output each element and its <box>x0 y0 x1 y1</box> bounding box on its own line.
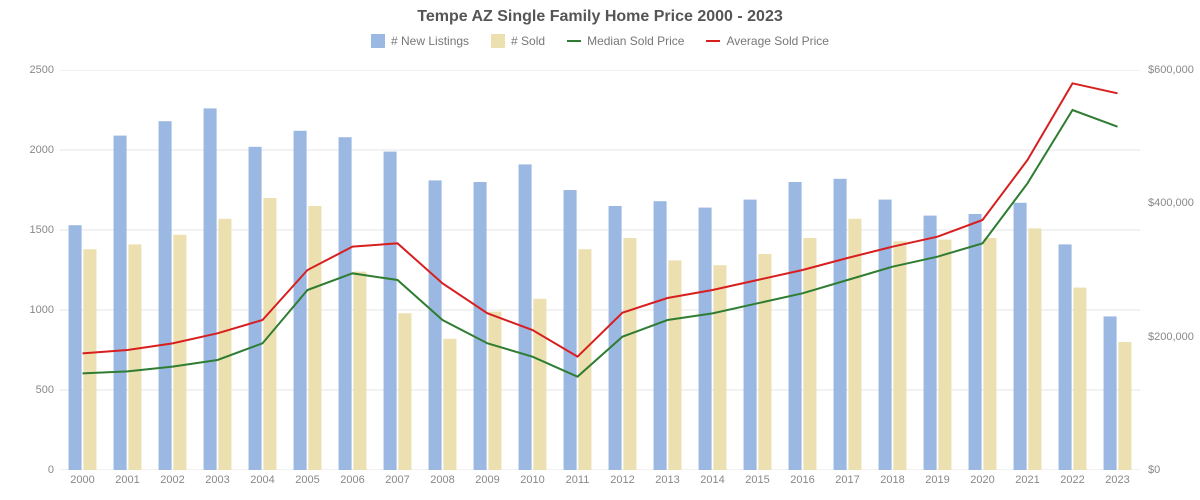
legend-item-average: Average Sold Price <box>706 34 829 48</box>
bar-new-listings <box>249 147 262 470</box>
y-right-tick: $400,000 <box>1148 197 1200 209</box>
bar-sold <box>83 249 96 470</box>
bar-sold <box>1028 228 1041 470</box>
bar-sold <box>353 272 366 470</box>
x-tick: 2011 <box>566 474 590 486</box>
y-left-tick: 2000 <box>4 144 54 156</box>
bar-new-listings <box>114 136 127 470</box>
x-tick: 2008 <box>430 474 454 486</box>
plot-area: 05001000150020002500$0$200,000$400,000$6… <box>60 70 1140 470</box>
bar-new-listings <box>699 208 712 470</box>
bar-new-listings <box>474 182 487 470</box>
x-tick: 2001 <box>115 474 139 486</box>
bar-sold <box>983 238 996 470</box>
x-tick: 2004 <box>250 474 274 486</box>
bar-sold <box>398 313 411 470</box>
bar-sold <box>938 240 951 470</box>
x-tick: 2019 <box>925 474 949 486</box>
x-tick: 2007 <box>385 474 409 486</box>
bar-new-listings <box>1104 316 1117 470</box>
bar-new-listings <box>429 180 442 470</box>
x-tick: 2016 <box>790 474 814 486</box>
x-tick: 2020 <box>970 474 994 486</box>
bar-sold <box>803 238 816 470</box>
x-tick: 2002 <box>160 474 184 486</box>
x-tick: 2023 <box>1105 474 1129 486</box>
bar-new-listings <box>339 137 352 470</box>
swatch-average <box>706 40 720 42</box>
x-tick: 2005 <box>295 474 319 486</box>
y-right-tick: $600,000 <box>1148 64 1200 76</box>
y-left-tick: 2500 <box>4 64 54 76</box>
y-right-tick: $200,000 <box>1148 331 1200 343</box>
bar-new-listings <box>204 108 217 470</box>
bar-sold <box>578 249 591 470</box>
bar-sold <box>1118 342 1131 470</box>
bar-new-listings <box>924 216 937 470</box>
bar-sold <box>308 206 321 470</box>
bar-sold <box>533 299 546 470</box>
legend-item-median: Median Sold Price <box>567 34 684 48</box>
bar-sold <box>893 241 906 470</box>
bar-new-listings <box>384 152 397 470</box>
legend-label-median: Median Sold Price <box>587 34 684 48</box>
x-tick: 2014 <box>700 474 724 486</box>
x-tick: 2021 <box>1015 474 1039 486</box>
x-tick: 2013 <box>655 474 679 486</box>
bar-new-listings <box>744 200 757 470</box>
bar-sold <box>218 219 231 470</box>
chart-svg <box>60 70 1140 470</box>
bar-sold <box>173 235 186 470</box>
bar-sold <box>128 244 141 470</box>
swatch-median <box>567 40 581 42</box>
line-average <box>83 83 1118 356</box>
y-left-tick: 500 <box>4 384 54 396</box>
x-tick: 2015 <box>745 474 769 486</box>
bar-sold <box>713 265 726 470</box>
bar-new-listings <box>969 214 982 470</box>
legend-item-sold: # Sold <box>491 34 545 48</box>
chart-container: Tempe AZ Single Family Home Price 2000 -… <box>0 0 1200 500</box>
bar-new-listings <box>789 182 802 470</box>
x-tick: 2012 <box>610 474 634 486</box>
x-tick: 2000 <box>70 474 94 486</box>
bar-sold <box>443 339 456 470</box>
bar-sold <box>623 238 636 470</box>
bar-sold <box>758 254 771 470</box>
y-right-tick: $0 <box>1148 464 1200 476</box>
bar-new-listings <box>1059 244 1072 470</box>
bar-new-listings <box>834 179 847 470</box>
y-left-tick: 0 <box>4 464 54 476</box>
bar-new-listings <box>69 225 82 470</box>
bar-new-listings <box>564 190 577 470</box>
chart-title: Tempe AZ Single Family Home Price 2000 -… <box>0 8 1200 26</box>
legend-label-new-listings: # New Listings <box>391 34 469 48</box>
bar-sold <box>1073 288 1086 470</box>
bar-new-listings <box>519 164 532 470</box>
bar-new-listings <box>159 121 172 470</box>
bar-new-listings <box>879 200 892 470</box>
swatch-sold <box>491 34 505 48</box>
x-tick: 2022 <box>1060 474 1084 486</box>
legend-label-sold: # Sold <box>511 34 545 48</box>
bar-sold <box>668 260 681 470</box>
x-tick: 2003 <box>205 474 229 486</box>
x-tick: 2018 <box>880 474 904 486</box>
legend-item-new-listings: # New Listings <box>371 34 469 48</box>
legend: # New Listings # Sold Median Sold Price … <box>0 34 1200 48</box>
legend-label-average: Average Sold Price <box>726 34 829 48</box>
x-tick: 2009 <box>475 474 499 486</box>
bar-sold <box>488 312 501 470</box>
bar-new-listings <box>1014 203 1027 470</box>
x-tick: 2010 <box>520 474 544 486</box>
x-tick: 2006 <box>340 474 364 486</box>
y-left-tick: 1000 <box>4 304 54 316</box>
bar-new-listings <box>294 131 307 470</box>
swatch-new-listings <box>371 34 385 48</box>
bar-new-listings <box>654 201 667 470</box>
y-left-tick: 1500 <box>4 224 54 236</box>
x-tick: 2017 <box>835 474 859 486</box>
